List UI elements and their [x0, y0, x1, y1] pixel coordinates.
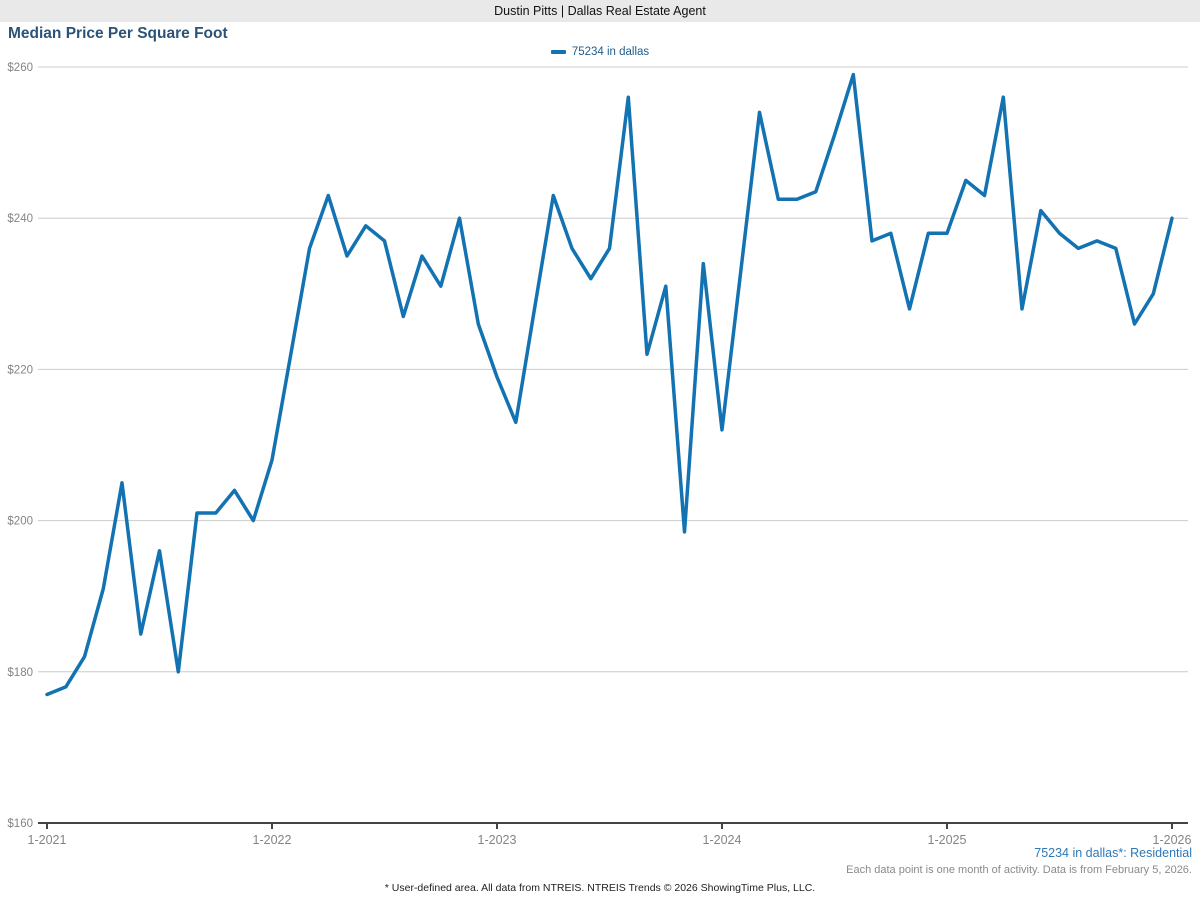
y-axis-label: $240	[7, 213, 33, 225]
x-axis-label: 1-2025	[928, 833, 967, 847]
price-line-chart: $160 $180 $200 $220 $240 $260 1-2021 1-2022 1-20…	[7, 62, 1192, 847]
x-axis-label: 1-2024	[703, 833, 742, 847]
chart-title: Median Price Per Square Foot	[8, 25, 228, 42]
legend-label: 75234 in dallas	[571, 46, 650, 58]
price-line-series	[45, 72, 1174, 697]
x-axis-label: 1-2023	[478, 833, 517, 847]
y-axis-label: $200	[7, 516, 33, 528]
x-axis-label: 1-2021	[28, 833, 67, 847]
y-axis-label: $220	[7, 364, 33, 376]
footer-disclaimer: * User-defined area. All data from NTREI…	[384, 882, 816, 894]
footer-series-note: 75234 in dallas*: Residential	[1034, 846, 1192, 860]
footer-activity-note: Each data point is one month of activity…	[846, 864, 1192, 876]
x-axis-label: 1-2026	[1153, 833, 1192, 847]
x-axis-label: 1-2022	[253, 833, 292, 847]
chart-legend: 75234 in dallas	[0, 46, 1200, 58]
y-axis-label: $160	[7, 818, 33, 830]
header-bar: Dustin Pitts | Dallas Real Estate Agent	[0, 0, 1200, 22]
header-title: Dustin Pitts | Dallas Real Estate Agent	[494, 4, 706, 18]
legend-line-swatch-icon	[550, 50, 566, 54]
y-axis-label: $260	[7, 62, 33, 74]
y-axis-label: $180	[7, 667, 33, 679]
